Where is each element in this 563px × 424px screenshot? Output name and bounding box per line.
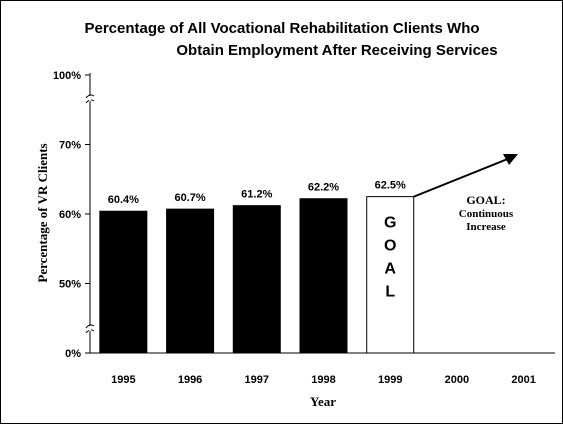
x-tick-label: 1998 (311, 374, 335, 386)
x-tick-label: 1997 (245, 374, 269, 386)
arrow-head (503, 154, 518, 165)
value-label: 60.4% (108, 194, 139, 206)
value-label: 60.7% (174, 192, 205, 204)
chart-title: Percentage of All Vocational Rehabilitat… (84, 20, 479, 37)
annotation: Increase (466, 221, 506, 233)
value-label: 62.2% (308, 182, 339, 194)
x-tick-label: 1995 (111, 374, 135, 386)
bar (99, 210, 148, 354)
bar-text: GOAL (382, 215, 399, 307)
y-tick-label: 100% (53, 70, 81, 82)
annotation: Continuous (459, 208, 514, 220)
value-label: 62.5% (375, 180, 406, 192)
bar (299, 198, 348, 354)
arrow (412, 157, 511, 198)
chart-title: Obtain Employment After Receiving Servic… (176, 42, 497, 59)
annotation: GOAL: (466, 193, 505, 207)
x-tick-label: 2001 (511, 374, 535, 386)
x-tick-label: 1996 (178, 374, 202, 386)
y-axis-label: Percentage of VR Clients (35, 143, 50, 282)
bar (366, 196, 415, 354)
value-label: 61.2% (241, 189, 272, 201)
x-tick-label: 1999 (378, 374, 402, 386)
y-tick-label: 0% (65, 348, 81, 360)
y-tick-label: 60% (59, 209, 81, 221)
axis-break (85, 94, 95, 99)
axis-break (85, 324, 95, 329)
axis-break-gap (89, 326, 91, 331)
y-tick-label: 70% (59, 140, 81, 152)
axis-break-gap (89, 96, 91, 101)
bar (166, 208, 215, 354)
y-tick-label: 50% (59, 279, 81, 291)
x-axis-label: Year (310, 394, 336, 409)
x-tick-label: 2000 (445, 374, 469, 386)
bar (232, 205, 281, 354)
